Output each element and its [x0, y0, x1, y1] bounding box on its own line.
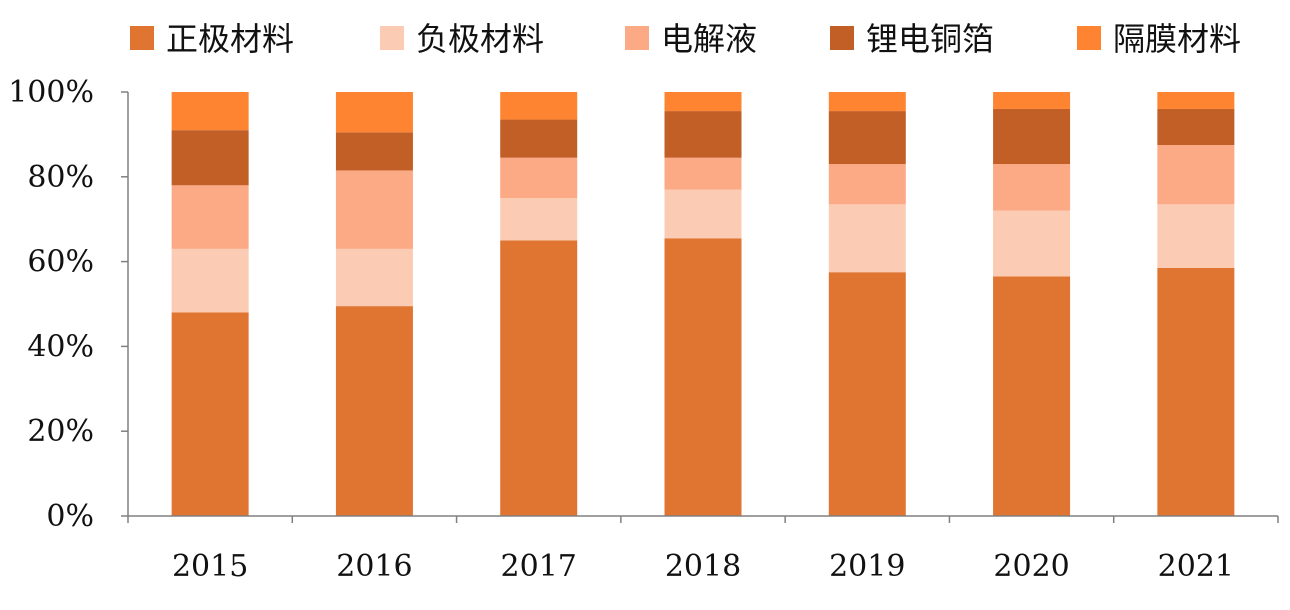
- legend-label: 锂电铜箔: [866, 20, 994, 58]
- bar-2016-series-4: [335, 92, 413, 133]
- legend-label: 电解液: [661, 20, 757, 58]
- bar-2019-series-0: [828, 272, 906, 516]
- bar-2021-series-3: [1157, 108, 1235, 145]
- bar-2021-series-4: [1157, 92, 1235, 109]
- axes: 0% 20% 40% 60% 80% 100% 2015 2016 2017 2018 2019 20…: [8, 75, 1279, 584]
- x-tick-label: 2016: [336, 549, 412, 584]
- bar-2021-series-0: [1157, 267, 1235, 516]
- bar-2019-series-1: [828, 204, 906, 273]
- bar-2016-series-3: [335, 132, 413, 171]
- bar-2021-series-1: [1157, 204, 1235, 268]
- x-tick-label: 2015: [172, 549, 248, 584]
- bar-2020-series-3: [993, 108, 1071, 165]
- bar-2016-series-1: [335, 248, 413, 307]
- legend-label: 正极材料: [166, 20, 294, 58]
- bar-2018-series-1: [664, 189, 742, 239]
- bar-2020-series-0: [993, 276, 1071, 516]
- bar-2017-series-2: [500, 157, 578, 198]
- y-tick-label: 100%: [8, 75, 94, 110]
- bar-2015-series-0: [171, 312, 249, 516]
- x-tick-label: 2020: [993, 549, 1069, 584]
- bar-2018-series-4: [664, 92, 742, 112]
- bar-2015-series-2: [171, 185, 249, 249]
- bar-2019-series-3: [828, 111, 906, 165]
- bar-2018-series-3: [664, 111, 742, 158]
- bar-2017-series-4: [500, 92, 578, 120]
- plot-area: [171, 92, 1235, 516]
- bar-2020-series-1: [993, 210, 1071, 277]
- bar-2015-series-3: [171, 130, 249, 186]
- y-tick-label: 40%: [27, 329, 94, 364]
- legend: 正极材料 负极材料 电解液 锂电铜箔 隔膜材料: [130, 20, 1241, 58]
- legend-swatch: [1077, 26, 1101, 50]
- legend-swatch: [830, 26, 854, 50]
- bar-2017-series-0: [500, 240, 578, 516]
- x-tick-label: 2021: [1158, 549, 1234, 584]
- bar-2020-series-2: [993, 164, 1071, 211]
- bar-2015-series-1: [171, 248, 249, 313]
- x-tick-label: 2018: [665, 549, 741, 584]
- y-tick-label: 20%: [27, 414, 94, 449]
- bar-2016-series-2: [335, 170, 413, 249]
- bar-2018-series-0: [664, 238, 742, 516]
- bar-2019-series-4: [828, 92, 906, 112]
- y-tick-label: 80%: [27, 160, 94, 195]
- bar-2019-series-2: [828, 164, 906, 205]
- legend-label: 负极材料: [416, 20, 544, 58]
- bar-2018-series-2: [664, 157, 742, 190]
- bar-2015-series-4: [171, 92, 249, 131]
- bar-2021-series-2: [1157, 145, 1235, 205]
- legend-swatch: [625, 26, 649, 50]
- x-tick-label: 2019: [829, 549, 905, 584]
- y-tick-label: 0%: [46, 499, 94, 534]
- y-tick-label: 60%: [27, 245, 94, 280]
- bar-2020-series-4: [993, 92, 1071, 109]
- legend-swatch: [130, 26, 154, 50]
- legend-label: 隔膜材料: [1113, 20, 1241, 58]
- bar-2017-series-3: [500, 119, 578, 158]
- bar-2017-series-1: [500, 198, 578, 241]
- bar-2016-series-0: [335, 306, 413, 516]
- x-tick-label: 2017: [501, 549, 577, 584]
- legend-swatch: [380, 26, 404, 50]
